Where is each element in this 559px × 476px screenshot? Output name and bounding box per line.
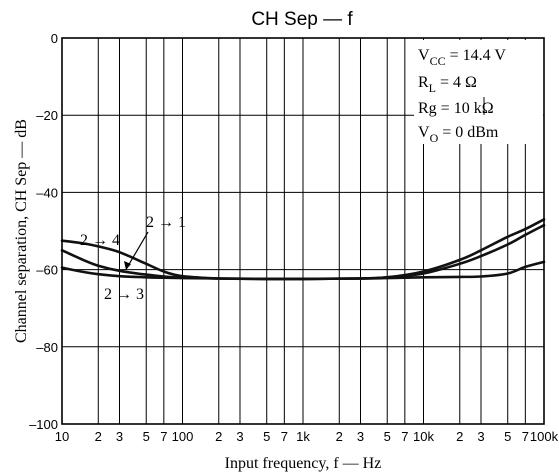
x-tick-label: 7 [401, 429, 408, 444]
x-tick-label: 7 [522, 429, 529, 444]
x-axis-label: Input frequency, f — Hz [225, 455, 382, 472]
y-axis-label: Channel separation, CH Sep — dB [13, 119, 30, 343]
x-tick-label: 7 [281, 429, 288, 444]
condition-line: VCC = 14.4 V [418, 47, 506, 68]
condition-value: = 0 dBm [438, 124, 499, 141]
condition-main: V [418, 47, 430, 64]
x-tick-labels: 10 2 3 5 7 100 2 3 5 7 1k 2 3 5 7 10k 2 3 5 7 100k [55, 429, 559, 444]
x-tick-label: 100 [172, 429, 194, 444]
x-tick-label: 10k [413, 429, 434, 444]
x-tick-label: 2 [456, 429, 463, 444]
y-tick-label: –20 [36, 108, 58, 123]
x-tick-label: 5 [504, 429, 511, 444]
x-tick-label: 100k [530, 429, 559, 444]
condition-line: VO = 0 dBm [418, 124, 499, 145]
condition-line: RL = 4 Ω [418, 74, 477, 95]
x-tick-label: 2 [95, 429, 102, 444]
condition-line: Rg = 10 kΩ [418, 100, 494, 117]
series-line-3 [60, 260, 546, 281]
condition-main: Rg = 10 kΩ [418, 100, 494, 117]
annotation-2-to-1-leader [127, 231, 149, 267]
y-tick-label: –40 [36, 185, 58, 200]
x-tick-label: 2 [215, 429, 222, 444]
x-tick-label: 2 [336, 429, 343, 444]
y-tick-label: –60 [36, 263, 58, 278]
condition-main: V [418, 124, 430, 141]
x-tick-label: 3 [236, 429, 243, 444]
annotation-2-to-1: 2 → 1 [146, 214, 186, 231]
y-tick-label: –80 [36, 340, 58, 355]
y-tick-labels: 0 –20 –40 –60 –80 –100 [29, 31, 58, 432]
annotation-2-to-1-arrowhead [124, 261, 131, 270]
conditions-box [414, 40, 543, 144]
y-tick-label: –100 [29, 417, 58, 432]
x-tick-label: 3 [357, 429, 364, 444]
x-tick-label: 3 [477, 429, 484, 444]
x-tick-label: 5 [384, 429, 391, 444]
curves [60, 218, 546, 281]
x-tick-label: 7 [160, 429, 167, 444]
condition-main: R [418, 74, 429, 91]
x-tick-label: 3 [116, 429, 123, 444]
condition-subscript: O [430, 131, 439, 145]
annotation-2-to-4: 2 → 4 [80, 232, 120, 249]
condition-subscript: CC [430, 54, 446, 68]
x-tick-label: 1k [296, 429, 310, 444]
condition-value: = 14.4 V [446, 47, 507, 64]
annotation-2-to-3: 2 → 3 [104, 286, 144, 303]
x-tick-label: 5 [143, 429, 150, 444]
x-tick-label: 5 [263, 429, 270, 444]
condition-subscript: L [429, 81, 436, 95]
plot-frame [61, 37, 545, 425]
condition-value: = 4 Ω [436, 74, 477, 91]
x-tick-label: 10 [55, 429, 69, 444]
chart-title: CH Sep — f [251, 9, 353, 30]
y-tick-label: 0 [51, 31, 58, 46]
